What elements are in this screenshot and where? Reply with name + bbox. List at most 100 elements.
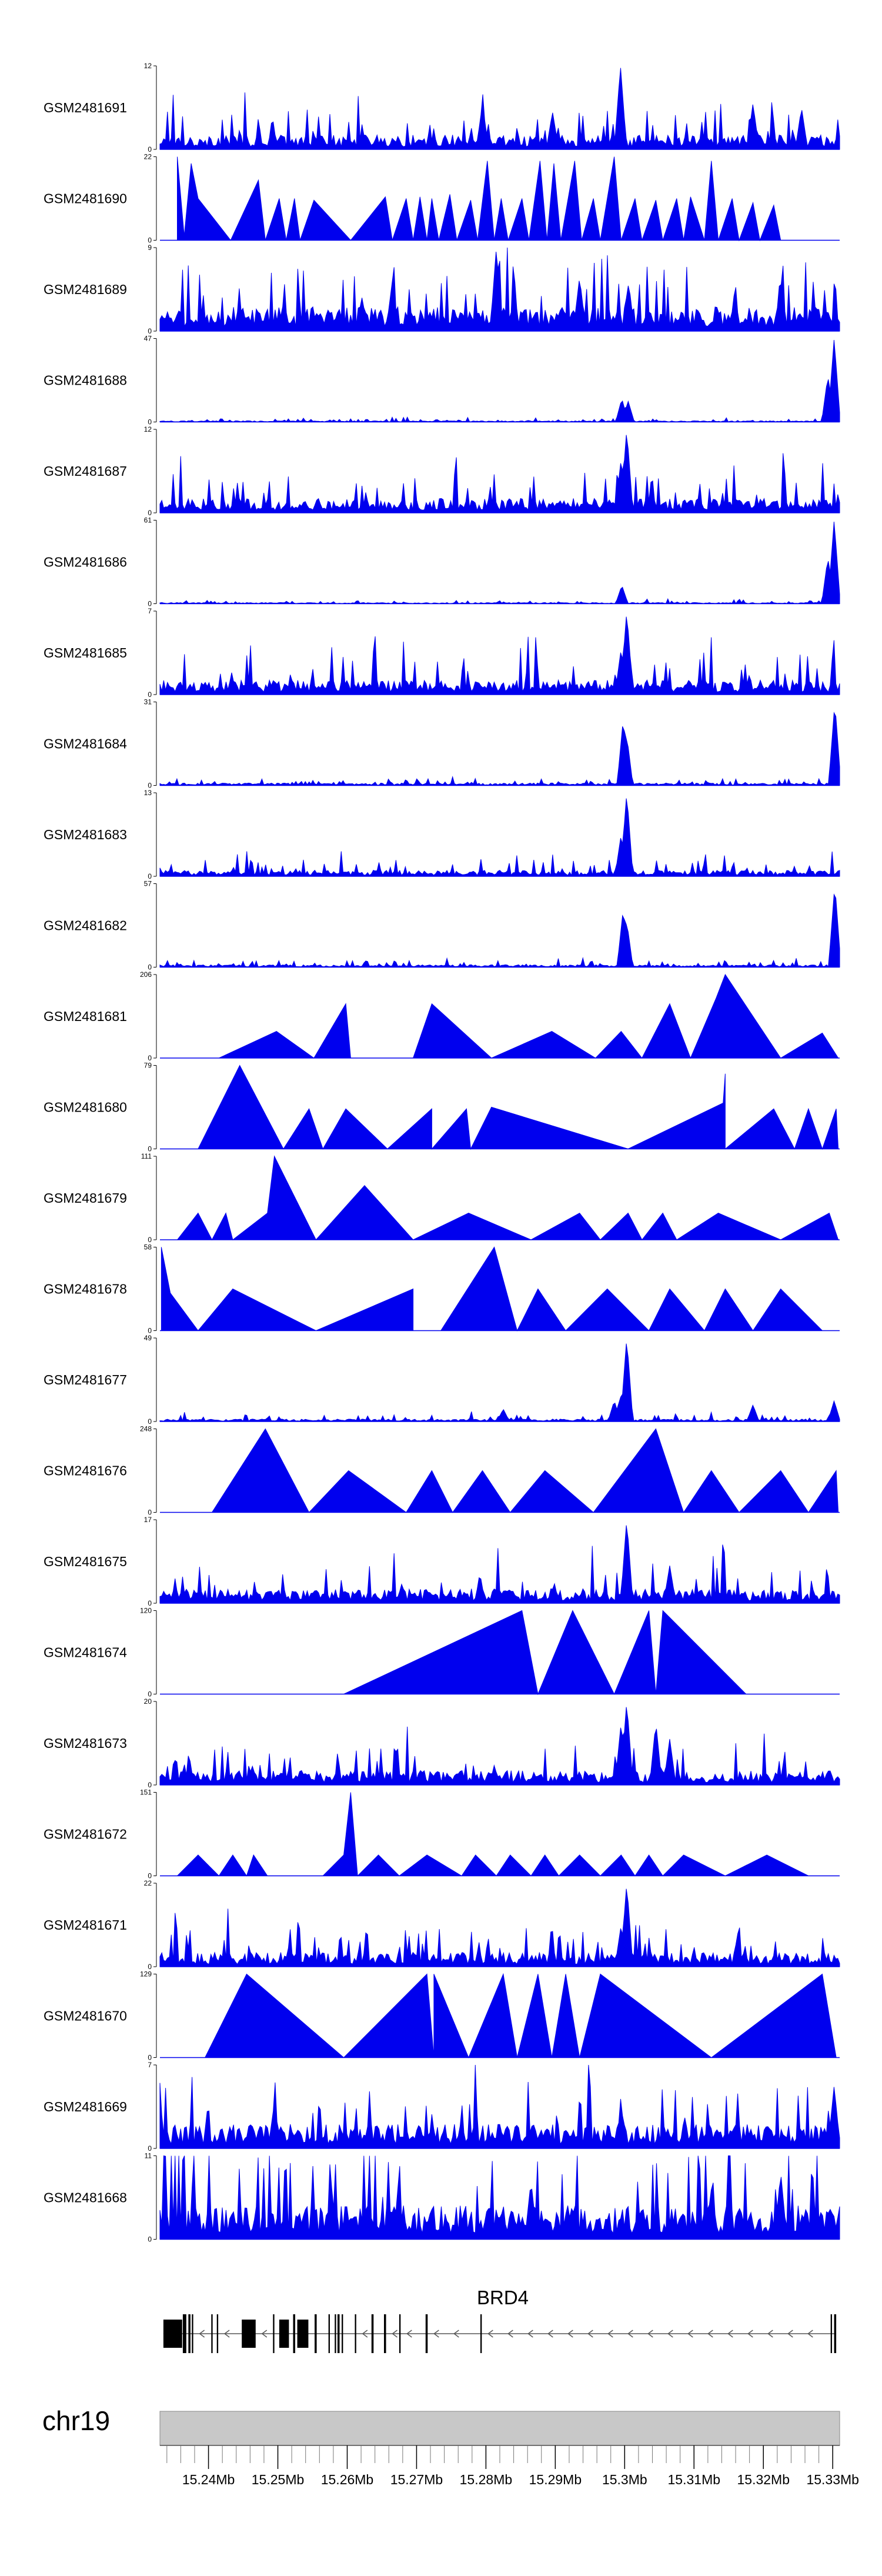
track-GSM2481680: GSM2481680 79 0 [44, 1062, 840, 1153]
track-label: GSM2481681 [44, 1009, 127, 1024]
signal-area [159, 1343, 840, 1422]
y-axis-min-label: 0 [148, 1599, 152, 1607]
exon-block [163, 2320, 182, 2348]
gene-name-label: BRD4 [477, 2287, 529, 2308]
y-axis-max-label: 61 [144, 516, 152, 525]
signal-tracks: GSM2481691120GSM2481690220GSM248168990GS… [44, 62, 840, 2244]
track-label: GSM2481674 [44, 1645, 127, 1660]
exon-block [242, 2320, 256, 2348]
track-label: GSM2481679 [44, 1190, 127, 1206]
signal-area [159, 1525, 840, 1604]
track-label: GSM2481668 [44, 2190, 127, 2205]
strand-chevron [647, 2330, 653, 2338]
track-label: GSM2481691 [44, 100, 127, 115]
track-label: GSM2481680 [44, 1100, 127, 1115]
strand-chevron [567, 2330, 573, 2338]
track-GSM2481681: GSM2481681 206 0 [44, 970, 840, 1062]
y-axis-max-label: 206 [140, 970, 152, 979]
y-axis-min-label: 0 [148, 2235, 152, 2244]
y-axis-min-label: 0 [148, 1327, 152, 1335]
track-label: GSM2481683 [44, 827, 127, 842]
y-axis-max-label: 7 [148, 2061, 152, 2069]
y-axis-min-label: 0 [148, 145, 152, 154]
signal-area [343, 1610, 747, 1696]
chromosome-axis: chr19 15.24Mb 15.25Mb 15.26Mb 15.27Mb 15.28M… [42, 2405, 859, 2487]
strand-chevron [547, 2330, 553, 2338]
y-axis-min-label: 0 [148, 600, 152, 608]
signal-area [176, 1792, 809, 1877]
y-axis-min-label: 0 [148, 1781, 152, 1789]
y-axis-max-label: 248 [140, 1425, 152, 1433]
signal-area [159, 712, 840, 786]
strand-chevron [261, 2330, 268, 2338]
y-axis-min-label: 0 [148, 872, 152, 880]
signal-area [159, 247, 840, 332]
track-label: GSM2481685 [44, 645, 127, 660]
track-GSM2481690: GSM2481690 22 0 [44, 153, 840, 245]
signal-area [159, 522, 840, 604]
y-axis-min-label: 0 [148, 236, 152, 245]
strand-chevron [747, 2330, 753, 2338]
signal-area [159, 68, 840, 150]
track-label: GSM2481684 [44, 736, 127, 752]
y-axis-max-label: 22 [144, 1879, 152, 1887]
strand-chevron [406, 2330, 412, 2338]
track-label: GSM2481687 [44, 463, 127, 479]
y-axis-max-label: 129 [140, 1970, 152, 1978]
signal-area [159, 798, 840, 877]
y-axis-max-label: 17 [144, 1516, 152, 1524]
signal-area [176, 1155, 839, 1241]
strand-chevron [453, 2330, 459, 2338]
track-GSM2481671: GSM2481671 22 0 [44, 1879, 840, 1971]
strand-chevron [587, 2330, 593, 2338]
y-axis-min-label: 0 [148, 1145, 152, 1153]
y-axis-min-label: 0 [148, 418, 152, 426]
track-GSM2481683: GSM2481683 13 0 [44, 789, 840, 880]
exon-block [192, 2314, 193, 2353]
track-label: GSM2481678 [44, 1282, 127, 1297]
exon-block [273, 2314, 275, 2353]
track-label: GSM2481670 [44, 2008, 127, 2024]
y-axis-min-label: 0 [148, 1509, 152, 1517]
track-label: GSM2481686 [44, 555, 127, 570]
exon-block [480, 2314, 482, 2353]
signal-area [159, 893, 840, 967]
signal-area [177, 156, 816, 242]
signal-area [159, 340, 840, 423]
exon-block [328, 2314, 330, 2353]
y-axis-max-label: 57 [144, 880, 152, 888]
y-axis-min-label: 0 [148, 690, 152, 699]
exon-block [342, 2314, 343, 2353]
exon-block [315, 2314, 317, 2353]
strand-chevron [727, 2330, 733, 2338]
y-axis-min-label: 0 [148, 509, 152, 517]
track-GSM2481684: GSM2481684 31 0 [44, 698, 840, 790]
y-axis-min-label: 0 [148, 1054, 152, 1062]
strand-chevron [199, 2330, 205, 2338]
x-tick-label: 15.27Mb [390, 2472, 443, 2487]
y-axis-min-label: 0 [148, 1963, 152, 1971]
y-axis-min-label: 0 [148, 2054, 152, 2062]
track-label: GSM2481676 [44, 1463, 127, 1479]
signal-area [161, 1246, 823, 1332]
strand-chevron [362, 2330, 368, 2338]
strand-chevron [707, 2330, 713, 2338]
signal-area [211, 1428, 839, 1513]
exon-block [279, 2320, 289, 2348]
y-axis-max-label: 12 [144, 62, 152, 70]
signal-area [219, 973, 839, 1059]
signal-area [204, 1973, 837, 2058]
track-label: GSM2481677 [44, 1372, 127, 1387]
signal-area [159, 616, 840, 695]
signal-area [159, 435, 840, 513]
y-axis-min-label: 0 [148, 1236, 152, 1244]
exon-block [355, 2314, 356, 2353]
x-tick-label: 15.24Mb [182, 2472, 235, 2487]
exon-block [425, 2314, 428, 2353]
y-axis-max-label: 79 [144, 1062, 152, 1070]
track-GSM2481677: GSM2481677 49 0 [44, 1334, 840, 1426]
x-tick-label: 15.3Mb [602, 2472, 647, 2487]
x-tick-label: 15.33Mb [806, 2472, 859, 2487]
strand-chevron [527, 2330, 533, 2338]
